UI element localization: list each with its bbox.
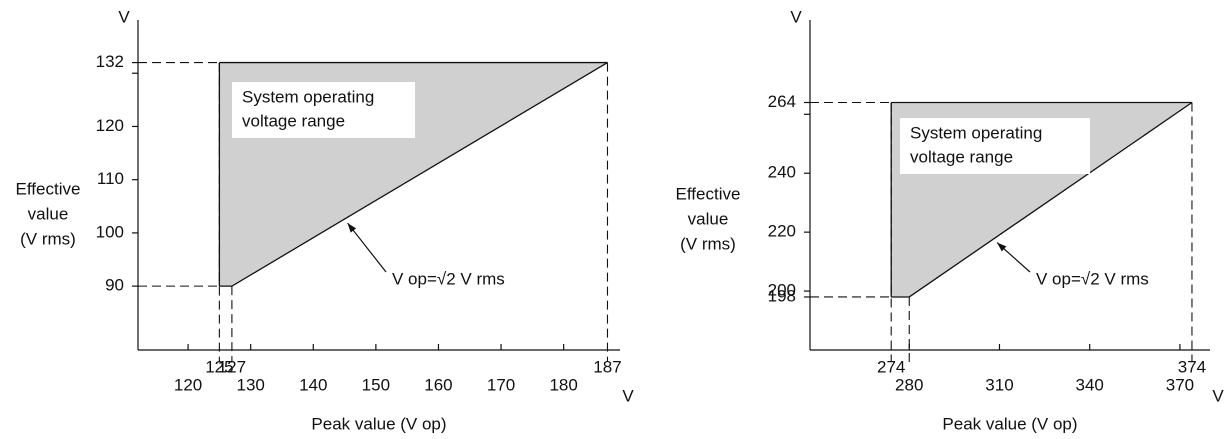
- x-tick-label: 280: [895, 375, 923, 394]
- x-tick-label: 120: [174, 375, 202, 394]
- x-unit: V: [1212, 386, 1224, 405]
- region-label: System operating: [242, 87, 374, 106]
- y-ref-label: 198: [768, 286, 796, 305]
- x-unit: V: [622, 386, 634, 405]
- y-tick-label: 110: [97, 169, 124, 188]
- y-tick-label: 90: [105, 276, 124, 295]
- arrow-head: [347, 223, 357, 233]
- line-label: V op=√2 V rms: [1036, 269, 1149, 288]
- y-axis-title: (V rms): [20, 229, 76, 248]
- region-label: voltage range: [242, 111, 345, 130]
- y-tick-label: 220: [768, 222, 796, 241]
- annotation-arrow: [347, 222, 387, 273]
- x-ref-label: 127: [218, 357, 246, 376]
- boundary-line: [219, 62, 608, 287]
- y-tick-label: 100: [96, 222, 124, 241]
- x-tick-label: 150: [362, 375, 390, 394]
- x-tick-label: 170: [487, 375, 515, 394]
- x-tick-label: 180: [549, 375, 577, 394]
- y-tick-label: 120: [96, 116, 124, 135]
- region-label: System operating: [910, 123, 1042, 142]
- y-ref-label: 264: [768, 92, 796, 111]
- y-unit: V: [118, 7, 130, 26]
- x-ref-label: 274: [877, 357, 905, 376]
- boundary-line: [891, 101, 1193, 298]
- x-tick-label: 130: [236, 375, 264, 394]
- x-ref-label: 125: [205, 357, 233, 376]
- y-ref-label: 132: [96, 52, 124, 71]
- y-tick-label: 200: [768, 281, 796, 300]
- x-ref-label: 374: [1178, 357, 1206, 376]
- x-tick-label: 370: [1166, 375, 1194, 394]
- line-label: V op=√2 V rms: [392, 269, 505, 288]
- x-tick-label: 310: [985, 375, 1013, 394]
- arrow-head: [997, 242, 1007, 252]
- region-label: voltage range: [910, 147, 1013, 166]
- y-axis-title: value: [28, 204, 69, 223]
- x-axis-title: Peak value (V op): [311, 414, 446, 433]
- label-box: [232, 82, 415, 138]
- x-axis-title: Peak value (V op): [942, 414, 1077, 433]
- y-unit: V: [790, 7, 802, 26]
- x-tick-label: 160: [424, 375, 452, 394]
- x-tick-label: 140: [299, 375, 327, 394]
- x-tick-label: 340: [1076, 375, 1104, 394]
- y-axis-title: Effective: [16, 179, 81, 198]
- x-ref-label: 187: [593, 357, 621, 376]
- y-axis-title: (V rms): [680, 234, 736, 253]
- y-axis-title: value: [688, 209, 729, 228]
- y-axis-title: Effective: [676, 184, 741, 203]
- y-tick-label: 240: [768, 163, 796, 182]
- label-box: [900, 118, 1090, 174]
